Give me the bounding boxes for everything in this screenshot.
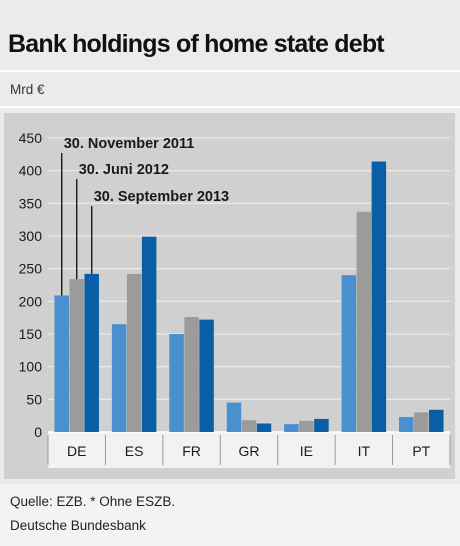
- bar: [284, 424, 299, 432]
- bar: [141, 236, 157, 432]
- bar: [341, 275, 357, 432]
- category-band: [48, 432, 450, 468]
- bar: [241, 420, 257, 432]
- legend-label: 30. September 2013: [94, 189, 229, 205]
- x-tick-label: PT: [412, 443, 430, 459]
- y-tick-label: 150: [19, 326, 43, 342]
- bar: [429, 409, 444, 432]
- bar: [371, 161, 387, 432]
- legend-label: 30. November 2011: [64, 136, 195, 152]
- bar: [126, 273, 142, 432]
- y-tick-label: 100: [19, 359, 43, 375]
- x-tick-label: ES: [125, 443, 144, 459]
- bar: [299, 420, 314, 432]
- x-tick-label: DE: [67, 443, 86, 459]
- bar: [399, 416, 414, 432]
- bar: [84, 273, 99, 432]
- plot-area: 0 50 100 150 200 250 300 350 400 450 DE ES FR GR IE IT P…: [4, 113, 455, 479]
- y-tick-label: 300: [19, 228, 43, 244]
- y-tick-label: 400: [19, 163, 43, 179]
- bar-chart: 0 50 100 150 200 250 300 350 400 450 DE ES FR GR IE IT P…: [19, 130, 451, 468]
- legend-label: 30. Juni 2012: [79, 162, 169, 178]
- bar: [111, 324, 127, 432]
- bar: [356, 211, 372, 432]
- bar: [314, 418, 329, 432]
- x-tick-label: IE: [300, 443, 313, 459]
- bar: [54, 295, 69, 432]
- bar: [414, 412, 429, 432]
- bar: [226, 402, 242, 432]
- unit-label: Mrd €: [10, 82, 45, 97]
- y-tick-label: 250: [19, 261, 43, 277]
- chart-header: Bank holdings of home state debt Mrd €: [0, 0, 460, 106]
- x-tick-label: FR: [182, 443, 201, 459]
- y-tick-label: 50: [26, 391, 42, 407]
- x-tick-label: IT: [358, 443, 371, 459]
- publisher-note: Deutsche Bundesbank: [10, 518, 146, 533]
- header-divider: [0, 70, 460, 72]
- bar: [184, 317, 199, 432]
- bar: [69, 279, 84, 432]
- bar: [199, 319, 214, 432]
- y-tick-label: 350: [19, 195, 43, 211]
- y-tick-label: 450: [19, 130, 43, 146]
- y-tick-label: 200: [19, 293, 43, 309]
- x-tick-label: GR: [239, 443, 260, 459]
- chart-title: Bank holdings of home state debt: [8, 30, 385, 58]
- bar: [169, 334, 184, 432]
- source-note: Quelle: EZB. * Ohne ESZB.: [10, 494, 176, 509]
- plot-top-divider: [0, 106, 460, 108]
- chart-footer: [0, 484, 460, 546]
- bar: [256, 423, 272, 432]
- y-tick-label: 0: [34, 424, 42, 440]
